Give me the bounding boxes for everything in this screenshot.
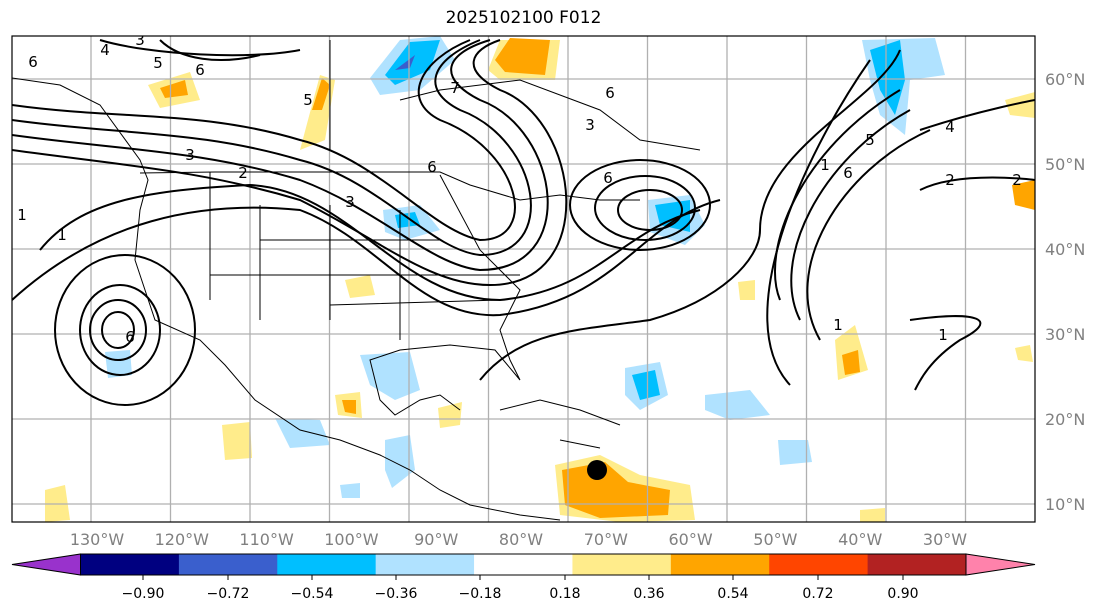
colorbar-tick-label: −0.18 xyxy=(459,586,502,602)
colorbar-extend-high xyxy=(965,553,1036,576)
longitude-label: 30°W xyxy=(923,530,967,549)
latitude-label: 60°N xyxy=(1045,70,1085,89)
contour-label: 3 xyxy=(585,116,595,134)
colorbar-segment xyxy=(277,554,377,575)
contour-label: 5 xyxy=(303,91,313,109)
contour-label: 5 xyxy=(865,131,875,149)
coastlines xyxy=(12,40,701,521)
contour-label: 3 xyxy=(185,146,195,164)
colorbar-segment xyxy=(670,554,770,575)
longitude-label: 50°W xyxy=(753,530,797,549)
longitude-label: 120°W xyxy=(155,530,210,549)
contour-label: 5 xyxy=(153,54,163,72)
colorbar-tick-label: −0.90 xyxy=(122,586,165,602)
colorbar-extend-low xyxy=(11,553,81,576)
contour-label: 2 xyxy=(1012,171,1022,189)
contour-label: 4 xyxy=(945,118,955,136)
contour-label: 1 xyxy=(820,156,830,174)
longitude-label: 40°W xyxy=(838,530,882,549)
longitude-label: 100°W xyxy=(324,530,379,549)
colorbar-tick-label: −0.54 xyxy=(291,586,334,602)
colorbar-segment xyxy=(375,554,475,575)
contour-label: 3 xyxy=(135,31,145,49)
colorbar-frame xyxy=(80,553,967,576)
contour-label: 1 xyxy=(57,226,67,244)
colorbar-tick-label: −0.36 xyxy=(375,586,418,602)
colorbar-segment xyxy=(867,554,967,575)
contour-label: 6 xyxy=(427,158,437,176)
colorbar-segment xyxy=(769,554,869,575)
colorbar-segment xyxy=(80,554,180,575)
contour-label: 1 xyxy=(17,206,27,224)
contour-label: 6 xyxy=(605,84,615,102)
colorbar-segment xyxy=(474,554,573,575)
colorbar-segment xyxy=(572,554,672,575)
colorbar-segment xyxy=(178,554,278,575)
map-frame xyxy=(11,35,1036,523)
colorbar: −0.90 −0.72 −0.54 −0.36 −0.18 0.18 0.36 0.54 0.7… xyxy=(11,553,1036,602)
latitude-label: 20°N xyxy=(1045,410,1085,429)
contour-label: 6 xyxy=(843,164,853,182)
colorbar-tick-label: 0.54 xyxy=(717,586,748,602)
colorbar-tick-label: −0.72 xyxy=(207,586,250,602)
contour-label: 7 xyxy=(450,79,460,97)
contour-label: 6 xyxy=(125,328,135,346)
longitude-label: 110°W xyxy=(239,530,294,549)
shaded-anomalies xyxy=(45,36,1035,522)
contour-label: 1 xyxy=(833,316,843,334)
contour-label: 4 xyxy=(100,41,110,59)
latitude-label: 30°N xyxy=(1045,325,1085,344)
contour-label: 2 xyxy=(945,171,955,189)
longitude-label: 90°W xyxy=(414,530,458,549)
latitude-label: 40°N xyxy=(1045,240,1085,259)
gridlines xyxy=(12,36,1035,522)
contours xyxy=(12,39,1035,406)
contour-label: 3 xyxy=(345,193,355,211)
contour-label: 1 xyxy=(938,326,948,344)
longitude-label: 130°W xyxy=(70,530,125,549)
latitude-label: 10°N xyxy=(1045,495,1085,514)
colorbar-tick-label: 0.36 xyxy=(633,586,664,602)
chart-title: 2025102100 F012 xyxy=(445,8,602,28)
colorbar-tick-label: 0.72 xyxy=(802,586,833,602)
longitude-label: 80°W xyxy=(499,530,543,549)
contour-label: 6 xyxy=(28,53,38,71)
longitude-label: 70°W xyxy=(584,530,628,549)
latitude-label: 50°N xyxy=(1045,155,1085,174)
contour-label: 2 xyxy=(238,164,248,182)
contour-label: 6 xyxy=(195,61,205,79)
longitude-label: 60°W xyxy=(669,530,713,549)
latitude-labels: 60°N 50°N 40°N 30°N 20°N 10°N xyxy=(1045,70,1085,514)
location-marker xyxy=(587,460,607,480)
contour-label: 6 xyxy=(603,169,613,187)
colorbar-tick-label: 0.90 xyxy=(887,586,918,602)
longitude-labels: 130°W 120°W 110°W 100°W 90°W 80°W 70°W 60°W 50°W… xyxy=(70,530,967,549)
colorbar-tick-label: 0.18 xyxy=(549,586,580,602)
